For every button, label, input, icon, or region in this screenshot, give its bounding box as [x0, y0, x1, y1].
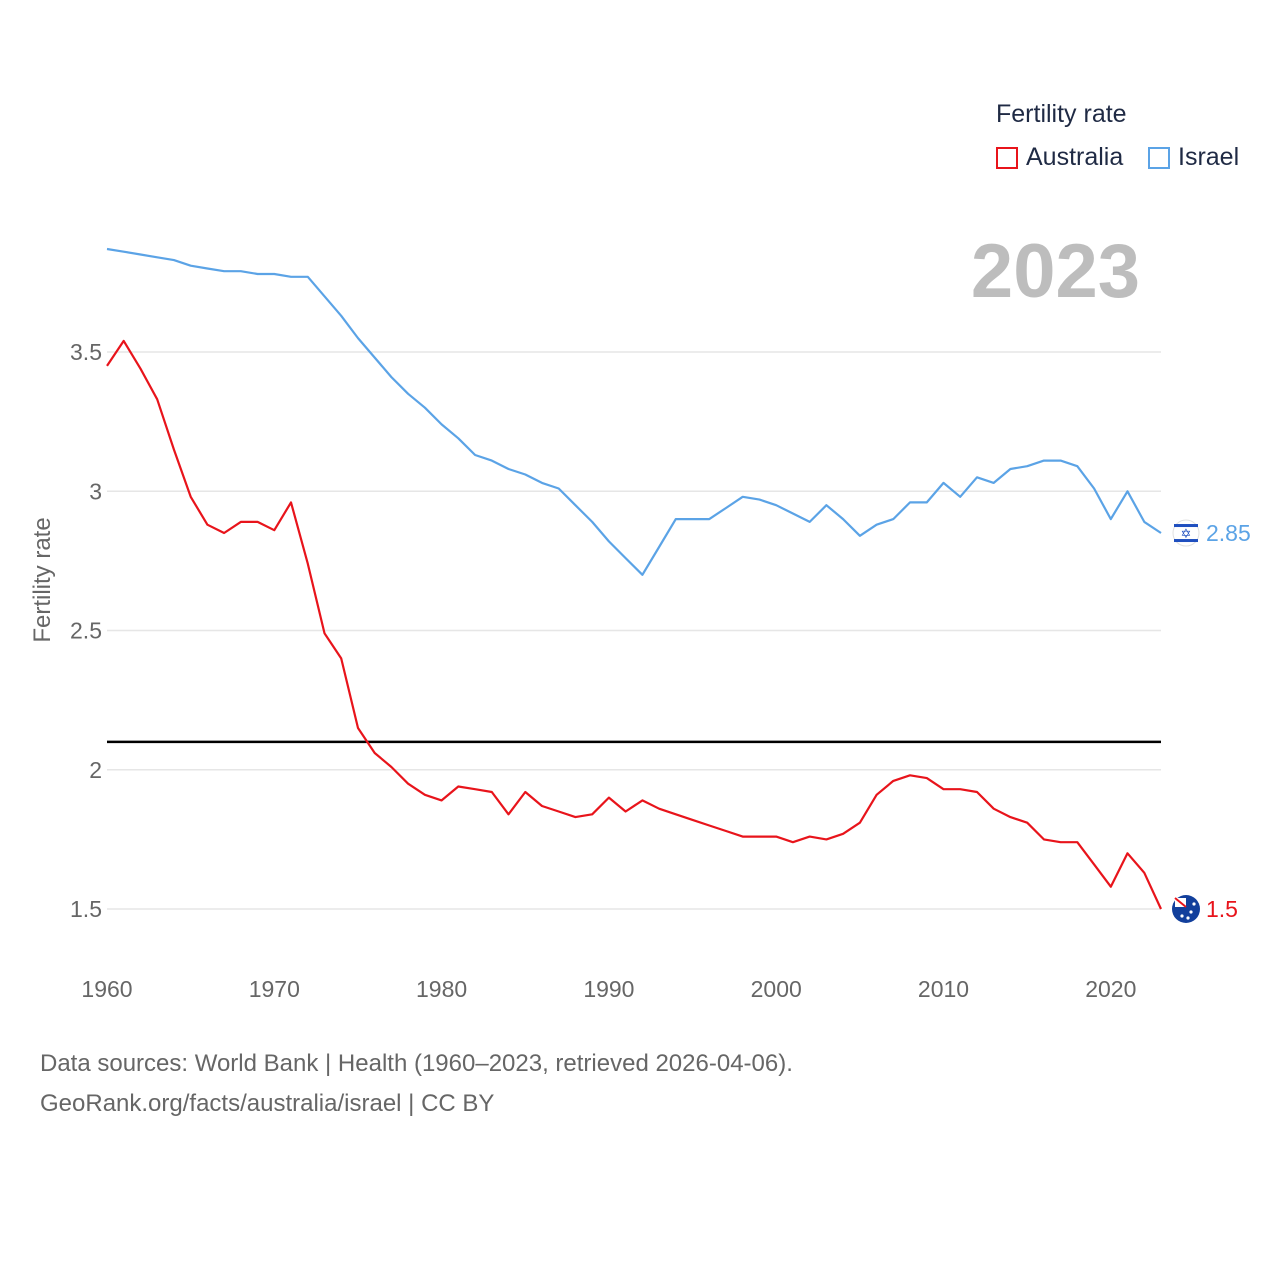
legend-swatch-australia [996, 146, 1018, 169]
series-line-australia[interactable] [106, 339, 1162, 910]
end-value-label-australia: 1.5 [1206, 896, 1238, 922]
y-tick-label: 2.5 [70, 618, 102, 644]
y-axis-title: Fertility rate [29, 517, 56, 642]
legend-label-australia: Australia [1026, 143, 1124, 171]
x-axis-ticks: 1960 1970 1980 1990 2000 2010 2020 [81, 976, 1136, 1002]
legend-item-israel[interactable]: Israel [1148, 143, 1239, 172]
series-lines [106, 247, 1162, 910]
legend-title: Fertility rate [996, 100, 1127, 128]
x-tick-label: 1960 [81, 976, 132, 1002]
x-tick-label: 1990 [583, 976, 634, 1002]
year-label: 2023 [970, 229, 1140, 314]
flag-stripe [1174, 524, 1198, 528]
flag-star [1186, 916, 1190, 920]
x-tick-label: 1980 [416, 976, 467, 1002]
star-of-david-icon: ✡ [1181, 527, 1192, 542]
y-tick-label: 1.5 [70, 896, 102, 922]
end-markers: 1.5 ✡ 2.85 [1172, 519, 1251, 923]
union-jack-cross [1174, 897, 1187, 908]
y-axis-ticks: 1.5 2 2.5 3 3.5 [70, 339, 102, 922]
legend-label-israel: Israel [1178, 143, 1240, 171]
flag-star [1180, 914, 1184, 918]
x-tick-label: 2000 [751, 976, 802, 1002]
legend-item-australia[interactable]: Australia [996, 143, 1123, 172]
series-line-israel[interactable] [106, 247, 1162, 576]
data-sources: Data sources: World Bank | Health (1960–… [40, 1044, 793, 1124]
y-tick-label: 3 [89, 478, 102, 504]
flag-star [1189, 910, 1193, 914]
y-tick-label: 3.5 [70, 339, 102, 365]
flag-star [1192, 902, 1196, 906]
x-tick-label: 2010 [918, 976, 969, 1002]
attribution-line: GeoRank.org/facts/australia/israel | CC … [40, 1090, 495, 1117]
x-tick-label: 1970 [249, 976, 300, 1002]
legend-swatch-israel [1148, 146, 1170, 169]
sources-line: Data sources: World Bank | Health (1960–… [40, 1050, 793, 1077]
x-tick-label: 2020 [1085, 976, 1136, 1002]
end-value-label-israel: 2.85 [1206, 520, 1251, 546]
grid-lines [107, 351, 1161, 910]
flag-stripe [1174, 539, 1198, 543]
y-tick-label: 2 [89, 757, 102, 783]
